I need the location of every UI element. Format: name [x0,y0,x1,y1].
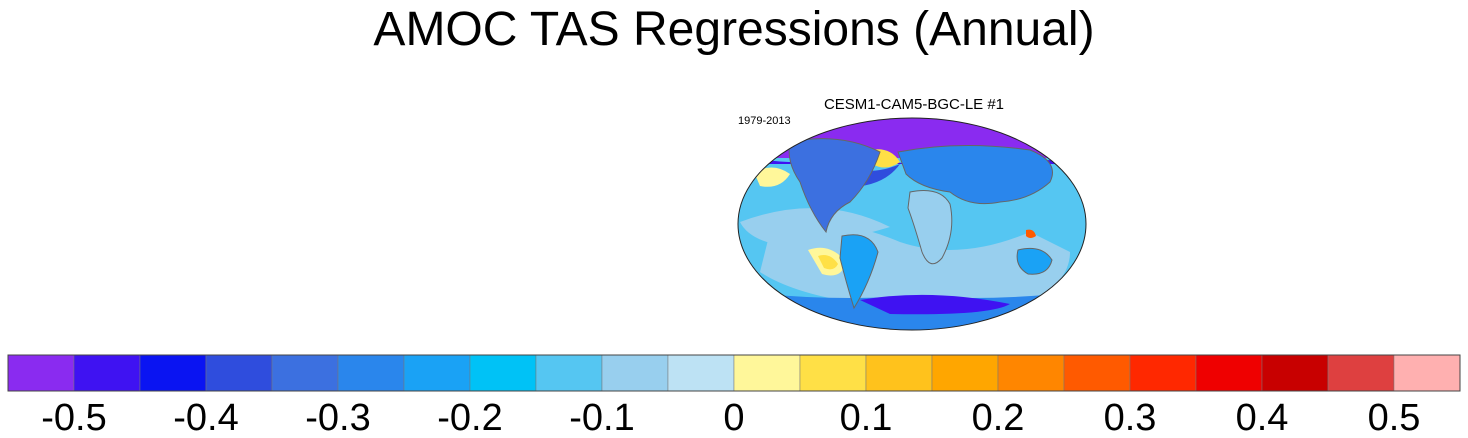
tropical-pacific-band [740,208,890,247]
ne-pacific-warm [754,167,790,187]
colorbar-tick-label: -0.2 [437,397,502,438]
colorbar-tick-label: -0.5 [41,397,106,438]
colorbar-tick-label: 0.3 [1104,397,1157,438]
colorbar-tick-label: 0.1 [840,397,893,438]
figure-title: AMOC TAS Regressions (Annual) [373,3,1095,56]
colorbar-box [469,354,537,392]
colorbar-box [601,354,669,392]
colorbar-tick-label: 0.4 [1236,397,1289,438]
north-america [788,138,881,234]
colorbar-box [337,354,405,392]
colorbar-box [1063,354,1131,392]
regression-map [737,117,1087,331]
period-label: 1979-2013 [738,115,791,127]
colorbar-box [205,354,273,392]
colorbar-box [865,354,933,392]
colorbar-box [535,354,603,392]
maritime-warm-spot [1026,229,1036,238]
colorbar-ticks: -0.5 -0.4 -0.3 -0.2 -0.1 0 0.1 0.2 0.3 0.4 0.5 [41,397,1420,438]
colorbar-box [931,354,999,392]
colorbar-tick-label: 0.2 [972,397,1025,438]
colorbar-box [73,354,141,392]
colorbar-box [1261,354,1329,392]
colorbar-box [403,354,471,392]
map-outline [737,117,1087,331]
colorbar-box [733,354,801,392]
colorbar-box [7,354,75,392]
colorbar-tick-label: -0.4 [173,397,238,438]
colorbar-tick-label: -0.1 [569,397,634,438]
colorbar-box [1129,354,1197,392]
colorbar-box [799,354,867,392]
colorbar-tick-label: -0.3 [305,397,370,438]
colorbar-outline [7,354,1461,392]
antarctic-cooling [860,294,1010,315]
australia [1016,247,1053,275]
pacific-warm-core [818,255,838,270]
south-america [839,234,879,310]
europe-asia [897,144,1053,205]
colorbar-box [1327,354,1395,392]
colorbar-box [997,354,1065,392]
colorbar: -0.5 -0.4 -0.3 -0.2 -0.1 0 0.1 0.2 0.3 0.4 0.5 [7,354,1461,438]
panel-title: CESM1-CAM5-BGC-LE #1 [823,96,1005,113]
colorbar-box [1195,354,1263,392]
colorbar-box [271,354,339,392]
weak-anomaly-region [760,224,1070,307]
colorbar-tick-label: 0.5 [1368,397,1421,438]
colorbar-box [667,354,735,392]
colorbar-box [139,354,207,392]
colorbar-box [1393,354,1461,392]
africa [907,190,953,265]
colorbar-tick-label: 0 [723,397,744,438]
colorbar-boxes [7,354,1461,392]
